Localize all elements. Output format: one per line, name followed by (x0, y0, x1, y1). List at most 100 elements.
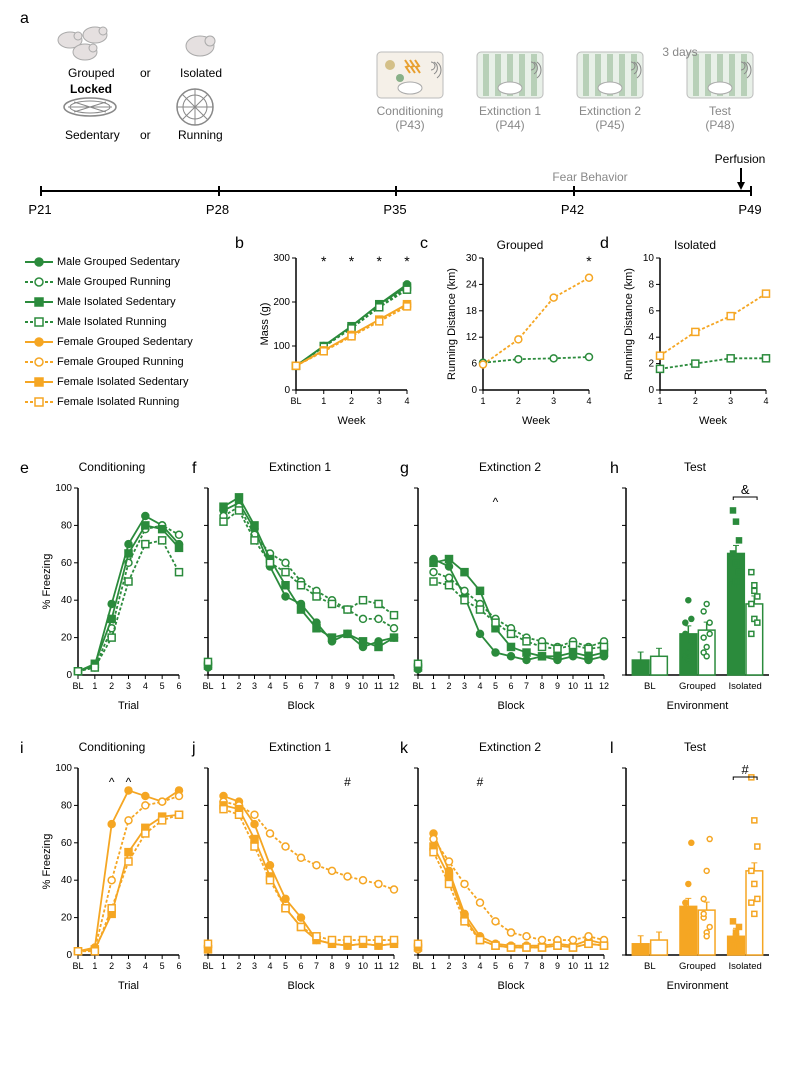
svg-text:3: 3 (252, 681, 257, 691)
svg-text:12: 12 (599, 681, 609, 691)
panel-label-e: e (20, 460, 29, 478)
svg-text:4: 4 (586, 396, 591, 406)
svg-text:0: 0 (471, 385, 477, 396)
svg-text:200: 200 (273, 297, 290, 308)
svg-text:5: 5 (283, 681, 288, 691)
legend-item: Male Isolated Running (25, 312, 215, 332)
svg-text:6: 6 (298, 961, 303, 971)
svg-text:#: # (742, 762, 750, 777)
svg-text:80: 80 (61, 520, 73, 531)
svg-text:5: 5 (283, 961, 288, 971)
svg-text:300: 300 (273, 253, 290, 264)
timeline-tick (40, 186, 42, 196)
panel-label-f: f (192, 460, 196, 478)
panel-label-j: j (192, 740, 196, 758)
chart-d-isolated-running: 02468101234WeekRunning Distance (km)* (622, 248, 772, 428)
svg-text:3: 3 (462, 681, 467, 691)
legend-symbol-icon (25, 254, 53, 270)
svg-text:10: 10 (568, 961, 578, 971)
perfusion-arrow-icon (735, 168, 747, 190)
chart-b-mass: 0100200300BL1234WeekMass (g)**** (258, 248, 413, 428)
svg-text:1: 1 (431, 681, 436, 691)
panel-label-a: a (20, 10, 29, 28)
label-sedentary: Sedentary (65, 128, 120, 142)
legend-item: Female Grouped Sedentary (25, 332, 215, 352)
legend-item: Male Grouped Sedentary (25, 252, 215, 272)
svg-text:11: 11 (374, 961, 383, 971)
svg-text:40: 40 (61, 595, 73, 606)
svg-text:100: 100 (55, 763, 72, 774)
chart-e-title: Conditioning (79, 460, 146, 474)
timeline-tick (218, 186, 220, 196)
svg-text:BL: BL (72, 681, 83, 691)
svg-text:20: 20 (61, 913, 73, 924)
svg-text:3: 3 (126, 681, 131, 691)
svg-text:2: 2 (349, 396, 354, 406)
svg-text:Block: Block (288, 700, 315, 712)
legend-label: Male Grouped Sedentary (57, 256, 180, 268)
svg-text:4: 4 (143, 681, 148, 691)
chart-j-title: Extinction 1 (269, 740, 331, 754)
panel-a-timeline: Grouped or Isolated Locked Sedentary or … (40, 20, 750, 220)
phase-label: Test (709, 104, 731, 118)
chart-k-extinction2-female: BL123456789101112Block# (410, 758, 610, 993)
svg-text:9: 9 (555, 681, 560, 691)
svg-text:10: 10 (358, 681, 368, 691)
svg-text:1: 1 (657, 396, 662, 406)
svg-text:Block: Block (498, 980, 525, 992)
timeline-tick-label: P49 (738, 202, 761, 217)
svg-text:BL: BL (290, 396, 301, 406)
svg-text:% Freezing: % Freezing (41, 554, 53, 610)
svg-text:5: 5 (493, 681, 498, 691)
svg-text:1: 1 (480, 396, 485, 406)
svg-text:4: 4 (404, 396, 409, 406)
label-3days: 3 days (662, 45, 697, 59)
phase-box-icon (375, 50, 445, 100)
svg-text:BL: BL (644, 681, 656, 692)
phase-box-icon (575, 50, 645, 100)
svg-text:^: ^ (493, 495, 499, 509)
svg-text:2: 2 (648, 359, 654, 370)
svg-text:3: 3 (126, 961, 131, 971)
svg-text:Grouped: Grouped (679, 961, 716, 972)
svg-text:Block: Block (288, 980, 315, 992)
label-or-1: or (140, 66, 151, 80)
svg-text:*: * (404, 253, 410, 269)
svg-text:^: ^ (126, 775, 132, 789)
svg-text:3: 3 (377, 396, 382, 406)
svg-text:2: 2 (516, 396, 521, 406)
chart-f-title: Extinction 1 (269, 460, 331, 474)
svg-text:18: 18 (466, 306, 478, 317)
svg-text:80: 80 (61, 800, 73, 811)
phase-sublabel: (P44) (495, 118, 524, 132)
svg-text:4: 4 (763, 396, 768, 406)
legend-label: Male Grouped Running (57, 276, 171, 288)
svg-text:6: 6 (508, 961, 513, 971)
panel-label-h: h (610, 460, 619, 478)
timeline-tick-label: P21 (28, 202, 51, 217)
svg-text:60: 60 (61, 558, 73, 569)
svg-text:BL: BL (72, 961, 83, 971)
svg-text:2: 2 (446, 961, 451, 971)
phase-label: Extinction 2 (579, 104, 641, 118)
legend-label: Female Isolated Sedentary (57, 376, 188, 388)
svg-text:4: 4 (143, 961, 148, 971)
svg-text:2: 2 (109, 681, 114, 691)
svg-text:60: 60 (61, 838, 73, 849)
phase-sublabel: (P48) (705, 118, 734, 132)
svg-text:^: ^ (109, 775, 115, 789)
svg-text:100: 100 (273, 341, 290, 352)
svg-text:12: 12 (466, 332, 478, 343)
svg-text:5: 5 (160, 681, 165, 691)
chart-g-extinction2-male: BL123456789101112Block^ (410, 478, 610, 713)
legend: Male Grouped Sedentary Male Grouped Runni… (25, 252, 215, 412)
timeline-tick (750, 186, 752, 196)
svg-text:Running Distance (km): Running Distance (km) (446, 268, 458, 380)
svg-text:BL: BL (644, 961, 656, 972)
chart-h-title: Test (684, 460, 706, 474)
legend-label: Male Isolated Running (57, 316, 166, 328)
timeline-tick-label: P35 (383, 202, 406, 217)
svg-text:2: 2 (109, 961, 114, 971)
mouse-isolated-icon (175, 28, 225, 63)
panel-label-c: c (420, 235, 428, 253)
